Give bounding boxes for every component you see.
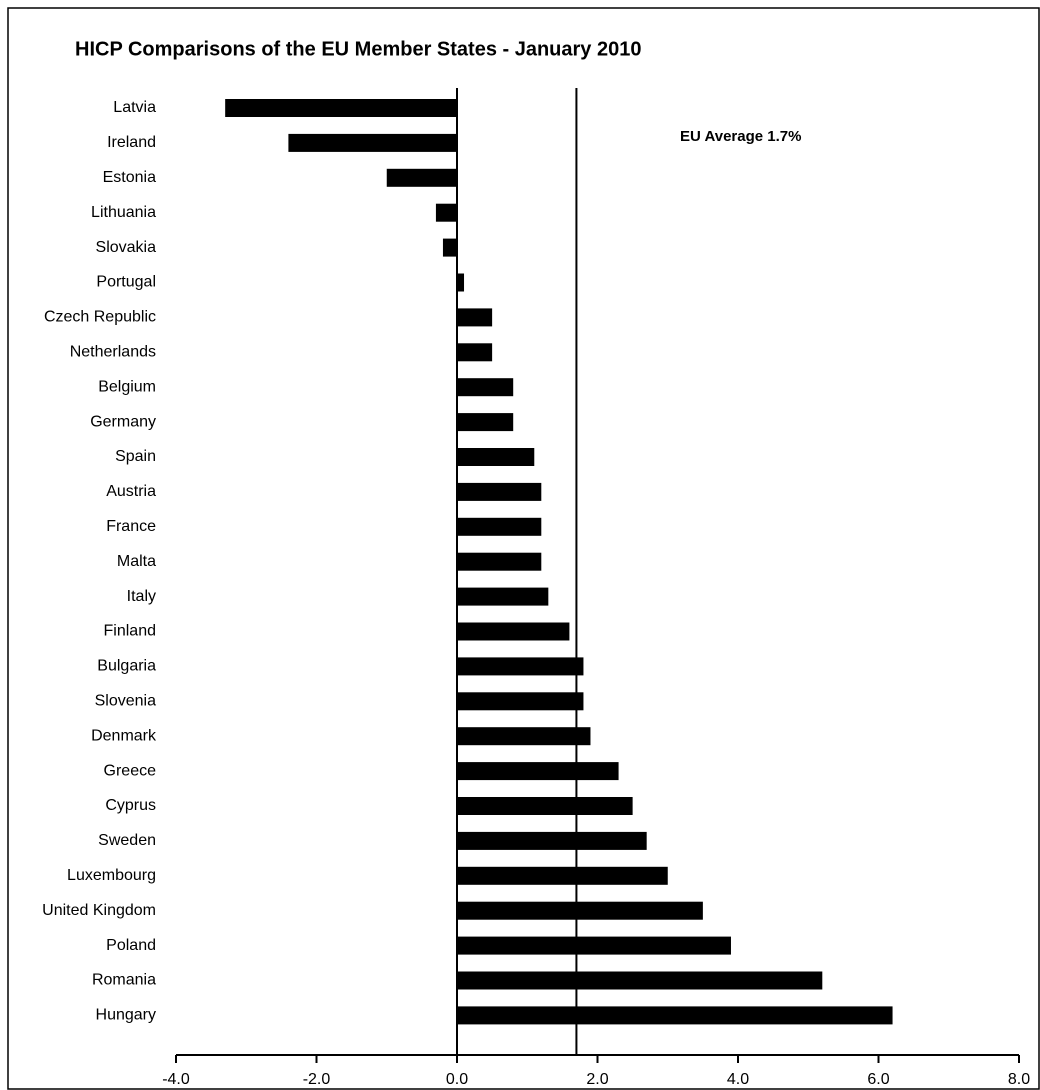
y-tick-label: Luxembourg — [67, 867, 156, 884]
bar — [225, 99, 457, 117]
bar — [457, 901, 703, 920]
bar — [457, 308, 493, 327]
x-tick-label: 2.0 — [586, 1071, 608, 1088]
y-tick-label: Greece — [104, 762, 157, 779]
y-tick-label: Malta — [117, 553, 156, 570]
y-tick-label: Denmark — [91, 727, 157, 744]
y-tick-label: Germany — [90, 413, 156, 430]
bar — [457, 517, 542, 536]
bar — [435, 203, 457, 222]
bar — [457, 831, 647, 850]
bar — [457, 797, 633, 815]
y-tick-label: Spain — [115, 448, 156, 465]
bar — [288, 133, 457, 152]
chart-frame — [7, 7, 1040, 1090]
bar — [457, 552, 542, 571]
x-tick-label: 4.0 — [727, 1071, 749, 1088]
y-tick-label: Hungary — [96, 1007, 156, 1024]
y-tick-label: United Kingdom — [42, 902, 156, 919]
y-tick-label: Finland — [104, 623, 156, 640]
bar — [442, 238, 457, 257]
y-tick-label: Lithuania — [91, 204, 156, 221]
chart-title: HICP Comparisons of the EU Member States… — [75, 38, 641, 60]
bar — [457, 343, 493, 362]
bar — [457, 971, 823, 990]
y-tick-label: Czech Republic — [44, 309, 156, 326]
y-tick-label: Netherlands — [70, 344, 156, 361]
x-tick-label: 0.0 — [446, 1071, 468, 1088]
y-tick-label: Italy — [127, 588, 156, 605]
bar — [457, 622, 570, 641]
y-tick-label: Bulgaria — [97, 658, 156, 675]
bar — [457, 1006, 893, 1025]
x-tick-label: -4.0 — [162, 1071, 190, 1088]
x-tick-label: 8.0 — [1008, 1071, 1030, 1088]
bar — [457, 413, 514, 432]
y-tick-label: Slovenia — [95, 693, 156, 710]
bar — [457, 727, 591, 746]
bar — [386, 168, 457, 187]
x-tick-label: -2.0 — [303, 1071, 331, 1088]
y-tick-label: Poland — [106, 937, 156, 954]
bar — [457, 273, 465, 292]
bar — [457, 866, 668, 885]
y-tick-label: Slovakia — [96, 239, 157, 256]
y-tick-label: Ireland — [107, 134, 156, 151]
y-tick-label: Austria — [106, 483, 156, 500]
x-tick-label: 6.0 — [867, 1071, 889, 1088]
y-tick-label: Latvia — [113, 99, 156, 116]
y-tick-label: Portugal — [96, 274, 156, 291]
y-tick-label: Estonia — [103, 169, 156, 186]
bar — [457, 448, 535, 466]
bar — [457, 378, 514, 397]
y-tick-label: France — [106, 518, 156, 535]
y-tick-label: Belgium — [98, 378, 156, 395]
bar — [457, 762, 619, 781]
bar — [457, 657, 584, 676]
bar — [457, 587, 549, 606]
bar — [457, 692, 584, 711]
y-tick-label: Romania — [92, 972, 156, 989]
annotation: EU Average 1.7% — [680, 128, 801, 145]
bar — [457, 482, 542, 501]
y-tick-label: Sweden — [98, 832, 156, 849]
bar — [457, 936, 731, 955]
y-tick-label: Cyprus — [105, 797, 156, 814]
